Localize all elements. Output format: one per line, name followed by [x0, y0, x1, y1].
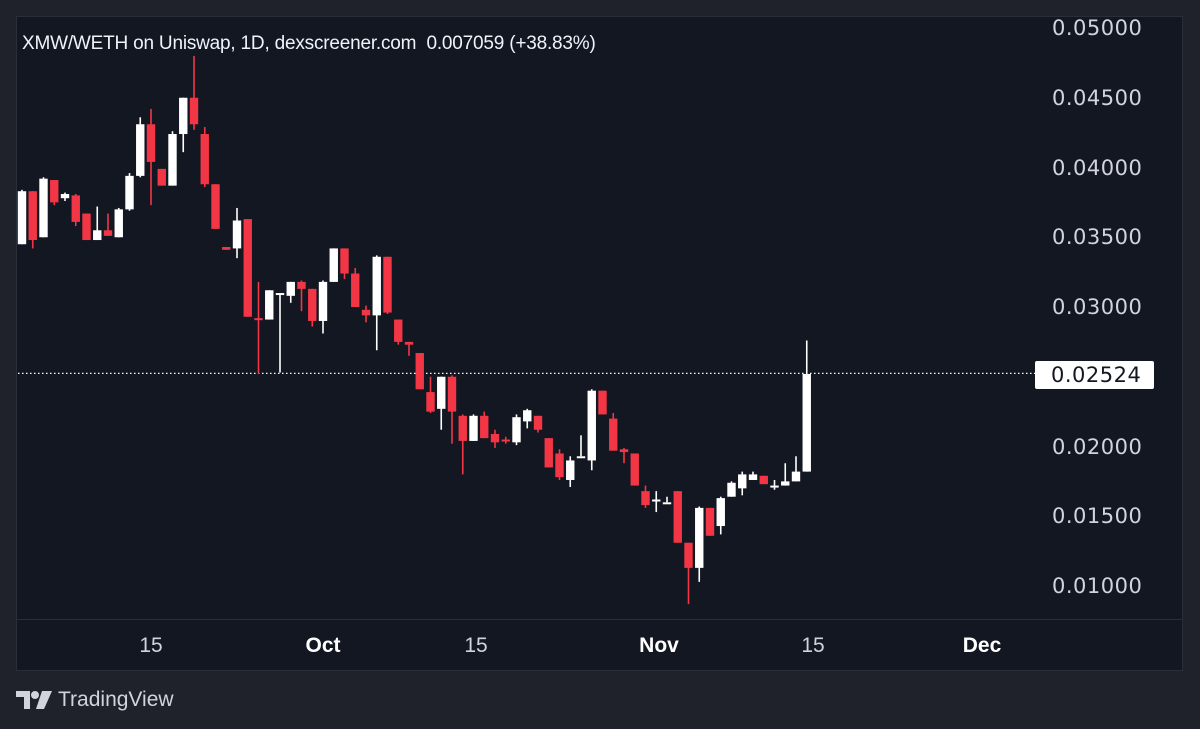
candle[interactable]: [619, 447, 629, 464]
brand-name: TradingView: [58, 688, 174, 711]
candle[interactable]: [802, 340, 811, 472]
candle[interactable]: [566, 456, 575, 487]
candle[interactable]: [555, 449, 564, 480]
tradingview-brand[interactable]: TradingView: [16, 688, 174, 712]
candle[interactable]: [200, 127, 209, 188]
y-tick-label: 0.03000: [1052, 295, 1143, 319]
candle[interactable]: [544, 438, 553, 468]
y-tick-label: 0.02000: [1052, 434, 1143, 459]
candle[interactable]: [372, 255, 381, 351]
candle[interactable]: [469, 414, 478, 441]
candle[interactable]: [232, 207, 242, 259]
candle[interactable]: [727, 481, 736, 497]
x-axis-separator: [16, 619, 1183, 620]
candle[interactable]: [770, 479, 779, 490]
current-price-label: 0.02524: [1035, 361, 1154, 389]
tradingview-logo-icon: [16, 691, 52, 709]
candle[interactable]: [286, 281, 295, 303]
candle[interactable]: [318, 280, 328, 334]
candle[interactable]: [60, 192, 70, 201]
candle[interactable]: [684, 542, 693, 605]
candle[interactable]: [394, 319, 403, 345]
candle[interactable]: [576, 435, 586, 459]
candle[interactable]: [512, 414, 521, 446]
candle[interactable]: [641, 485, 650, 508]
candle[interactable]: [652, 491, 661, 513]
candle[interactable]: [254, 281, 263, 374]
x-tick-label: 15: [801, 634, 825, 657]
candle[interactable]: [340, 248, 349, 280]
candle[interactable]: [222, 247, 231, 250]
candle[interactable]: [39, 177, 48, 238]
candle[interactable]: [480, 411, 489, 439]
candle[interactable]: [587, 389, 596, 471]
candle[interactable]: [415, 353, 424, 390]
candle[interactable]: [82, 213, 91, 241]
x-tick-label: Nov: [639, 634, 679, 657]
chart-legend: XMW/WETH on Uniswap, 1D, dexscreener.com…: [22, 33, 596, 55]
candle[interactable]: [716, 496, 725, 535]
candle[interactable]: [103, 213, 113, 236]
candle[interactable]: [490, 429, 500, 448]
x-tick-label: Oct: [305, 634, 341, 657]
candle[interactable]: [748, 471, 758, 480]
candle[interactable]: [404, 341, 414, 356]
candle[interactable]: [351, 267, 360, 307]
candle[interactable]: [447, 375, 457, 444]
candle[interactable]: [630, 453, 639, 486]
candle[interactable]: [695, 506, 704, 582]
candle[interactable]: [50, 180, 59, 206]
candle[interactable]: [28, 191, 37, 249]
y-tick-label: 0.04000: [1052, 155, 1143, 180]
legend-change: 0.007059 (+38.83%): [426, 33, 596, 54]
y-tick-label: 0.01000: [1052, 574, 1143, 598]
candle[interactable]: [361, 305, 371, 323]
candle[interactable]: [329, 248, 338, 282]
candle[interactable]: [275, 293, 285, 373]
candle[interactable]: [383, 256, 392, 314]
candle[interactable]: [179, 97, 188, 153]
candle[interactable]: [759, 475, 768, 485]
candle[interactable]: [93, 206, 102, 241]
candle[interactable]: [265, 290, 274, 320]
candle[interactable]: [146, 108, 156, 206]
candle[interactable]: [426, 376, 435, 414]
x-tick-label: 15: [139, 634, 163, 657]
candle[interactable]: [308, 288, 317, 327]
candle[interactable]: [662, 496, 672, 505]
chart-frame[interactable]: [16, 16, 1183, 671]
candle[interactable]: [211, 184, 220, 229]
y-tick-label: 0.01500: [1052, 504, 1143, 529]
candle[interactable]: [791, 456, 801, 482]
candle[interactable]: [168, 131, 177, 186]
candle[interactable]: [705, 507, 715, 536]
candle[interactable]: [136, 117, 145, 178]
candle[interactable]: [297, 280, 306, 312]
candle[interactable]: [598, 390, 607, 415]
candle[interactable]: [533, 415, 543, 433]
candle[interactable]: [189, 55, 199, 130]
candle[interactable]: [781, 463, 790, 486]
candle[interactable]: [501, 436, 510, 444]
candle[interactable]: [125, 173, 134, 211]
legend-symbol: XMW/WETH on Uniswap, 1D, dexscreener.com: [22, 33, 417, 54]
candle[interactable]: [17, 189, 27, 245]
candle[interactable]: [114, 207, 123, 238]
candle[interactable]: [243, 219, 252, 317]
x-tick-label: Dec: [962, 634, 1002, 657]
candle[interactable]: [523, 408, 532, 429]
y-tick-label: 0.03500: [1052, 225, 1143, 250]
x-tick-label: 15: [464, 634, 488, 657]
y-tick-label: 0.05000: [1052, 16, 1143, 40]
candle[interactable]: [71, 194, 80, 227]
candle[interactable]: [609, 413, 618, 451]
candle[interactable]: [738, 471, 747, 496]
y-tick-label: 0.04500: [1052, 85, 1143, 110]
candle[interactable]: [437, 376, 446, 430]
candle[interactable]: [673, 491, 682, 543]
candle[interactable]: [458, 414, 467, 475]
candle[interactable]: [157, 168, 166, 186]
